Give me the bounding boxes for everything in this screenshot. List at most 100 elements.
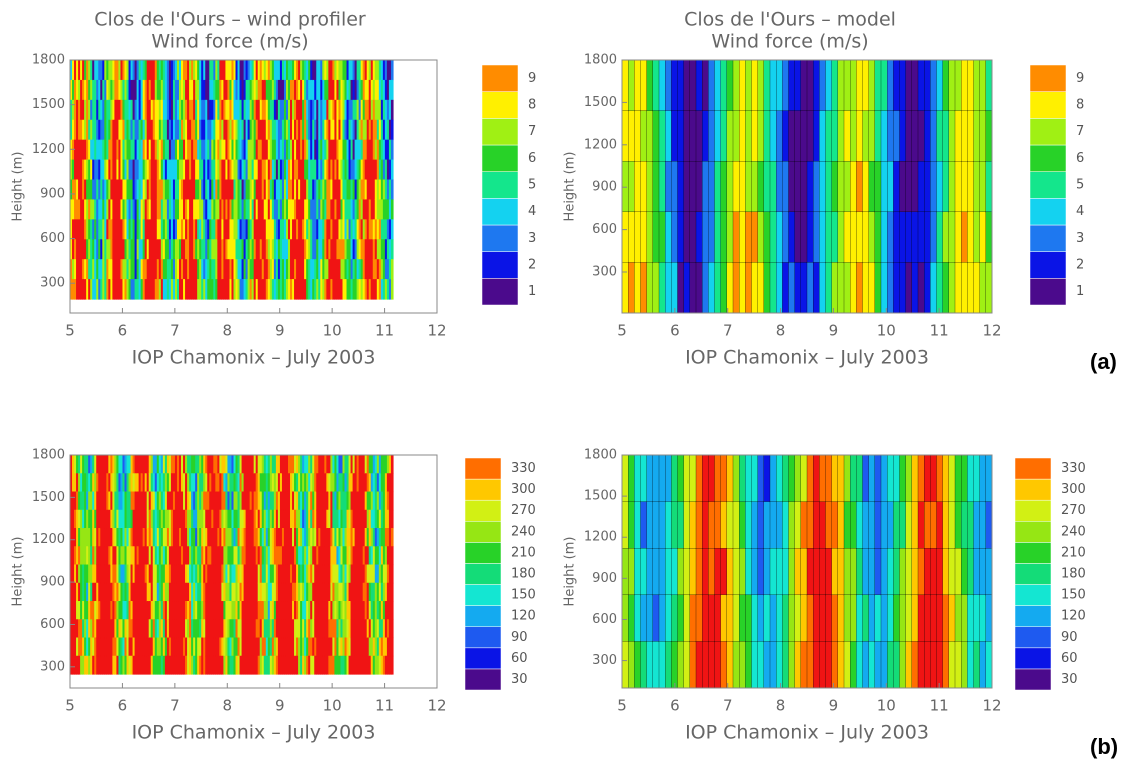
field-cell xyxy=(868,211,876,264)
field-cell xyxy=(304,582,307,602)
field-cell xyxy=(70,179,73,201)
colorbar-box xyxy=(464,563,502,585)
field-cell xyxy=(287,619,291,639)
field-cell xyxy=(172,619,176,639)
field-cell xyxy=(342,601,346,620)
field-cell xyxy=(390,259,394,280)
field-cell xyxy=(90,259,93,280)
field-cell xyxy=(104,564,107,584)
field-cell xyxy=(92,139,95,161)
field-cell xyxy=(209,199,212,220)
field-cell xyxy=(386,159,390,181)
field-cell xyxy=(148,179,152,201)
field-cell xyxy=(263,179,267,201)
field-cell xyxy=(199,119,202,141)
field-cell xyxy=(251,239,255,260)
field-cell xyxy=(665,60,673,112)
field-cell xyxy=(205,159,208,181)
field-cell xyxy=(306,279,309,300)
field-cell xyxy=(205,60,208,81)
field-cell xyxy=(110,564,113,584)
field-cell xyxy=(344,491,348,511)
field-cell xyxy=(825,60,833,112)
field-cell xyxy=(330,637,334,657)
field-cell xyxy=(205,582,208,602)
field-cell xyxy=(348,119,352,141)
field-cell xyxy=(178,546,182,566)
field-cell xyxy=(154,546,158,566)
field-cell xyxy=(868,455,876,503)
field-cell xyxy=(843,455,851,503)
field-cell xyxy=(346,259,350,280)
field-cell xyxy=(320,491,323,511)
field-cell xyxy=(320,528,323,547)
field-cell xyxy=(338,139,342,161)
field-cell xyxy=(104,219,107,240)
field-cell xyxy=(384,509,388,529)
field-cell xyxy=(390,199,394,220)
field-cell xyxy=(247,60,251,81)
field-cell xyxy=(187,279,190,300)
field-cell xyxy=(70,279,73,300)
field-cell xyxy=(269,601,273,620)
field-cell xyxy=(84,219,87,240)
field-cell xyxy=(102,60,105,81)
field-cell xyxy=(152,279,156,300)
field-cell xyxy=(273,139,277,161)
field-cell xyxy=(259,99,263,121)
field-cell xyxy=(102,655,105,675)
field-cell xyxy=(862,594,870,643)
field-cell xyxy=(285,637,289,657)
field-cell xyxy=(253,637,257,657)
field-cell xyxy=(386,219,390,240)
field-cell xyxy=(726,262,734,313)
field-cell xyxy=(314,601,317,620)
field-cell xyxy=(378,528,382,547)
field-cell xyxy=(294,455,297,474)
field-cell xyxy=(368,60,372,81)
field-cell xyxy=(162,199,166,220)
field-cell xyxy=(185,473,188,493)
field-cell xyxy=(158,199,162,220)
field-cell xyxy=(296,528,299,547)
field-cell xyxy=(314,637,317,657)
field-cell xyxy=(831,455,839,503)
field-cell xyxy=(181,99,184,121)
field-cell xyxy=(112,455,116,474)
field-cell xyxy=(102,637,105,657)
field-cell xyxy=(294,637,297,657)
field-cell xyxy=(197,259,200,280)
field-cell xyxy=(241,509,245,529)
field-cell xyxy=(160,582,164,602)
field-cell xyxy=(249,637,253,657)
field-cell xyxy=(114,119,118,141)
field-cell xyxy=(138,79,142,101)
field-cell xyxy=(362,99,366,121)
field-cell xyxy=(138,528,142,547)
field-cell xyxy=(195,619,198,639)
field-cell xyxy=(136,564,140,584)
field-cell xyxy=(628,455,636,503)
field-cell xyxy=(144,179,148,201)
field-cell xyxy=(360,159,364,181)
field-cell xyxy=(362,119,366,141)
field-cell xyxy=(166,637,170,657)
field-cell xyxy=(390,239,394,260)
field-cell xyxy=(312,564,315,584)
field-cell xyxy=(195,473,198,493)
field-cell xyxy=(382,582,386,602)
field-cell xyxy=(374,509,378,529)
field-cell xyxy=(245,279,249,300)
field-cell xyxy=(294,99,297,121)
field-cell xyxy=(350,199,354,220)
field-cell xyxy=(312,546,315,566)
field-cell xyxy=(104,546,107,566)
field-cell xyxy=(308,259,311,280)
field-cell xyxy=(223,655,227,675)
field-cell xyxy=(290,619,293,639)
field-cell xyxy=(253,473,257,493)
field-cell xyxy=(116,139,120,161)
field-cell xyxy=(283,259,287,280)
field-cell xyxy=(843,641,851,688)
field-cell xyxy=(235,159,239,181)
